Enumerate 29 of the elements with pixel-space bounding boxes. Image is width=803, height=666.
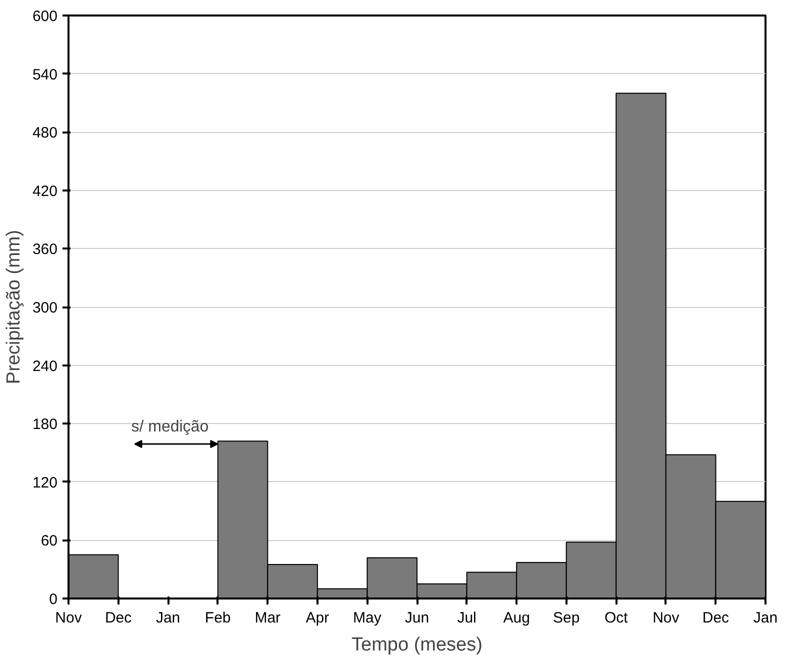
x-tick-label: Nov — [55, 610, 82, 626]
x-tick-label: Feb — [204, 610, 231, 626]
x-tick-label: Jan — [753, 610, 778, 626]
y-tick-label: 540 — [32, 66, 58, 84]
y-tick-label: 480 — [32, 124, 58, 142]
y-tick-label: 420 — [32, 182, 58, 200]
x-tick-label: Sep — [553, 610, 580, 626]
x-tick-label: Apr — [306, 610, 330, 626]
x-tick-label: Dec — [104, 610, 132, 626]
x-tick-label: Nov — [652, 610, 680, 626]
y-axis-title: Precipitação (mm) — [3, 230, 24, 384]
x-tick-label: Mar — [254, 610, 281, 626]
x-tick-label: Dec — [702, 610, 730, 626]
x-tick-label: May — [353, 610, 382, 626]
y-tick-label: 600 — [32, 8, 58, 25]
x-tick-label: Oct — [604, 610, 629, 626]
x-tick-label: Jul — [457, 610, 476, 626]
y-tick-label: 120 — [32, 474, 58, 492]
annotation: s/ medição — [131, 418, 209, 436]
y-tick-label: 0 — [49, 591, 58, 608]
x-tick-label: Jun — [404, 610, 430, 626]
y-tick-label: 180 — [32, 416, 58, 434]
y-tick-label: 60 — [40, 532, 58, 550]
x-tick-label: Aug — [503, 610, 530, 626]
y-tick-label: 300 — [32, 300, 58, 316]
x-tick-label: Jan — [156, 610, 180, 626]
x-axis-title: Tempo (meses) — [352, 634, 482, 656]
y-tick-label: 360 — [32, 241, 58, 258]
y-tick-label: 240 — [32, 358, 58, 375]
